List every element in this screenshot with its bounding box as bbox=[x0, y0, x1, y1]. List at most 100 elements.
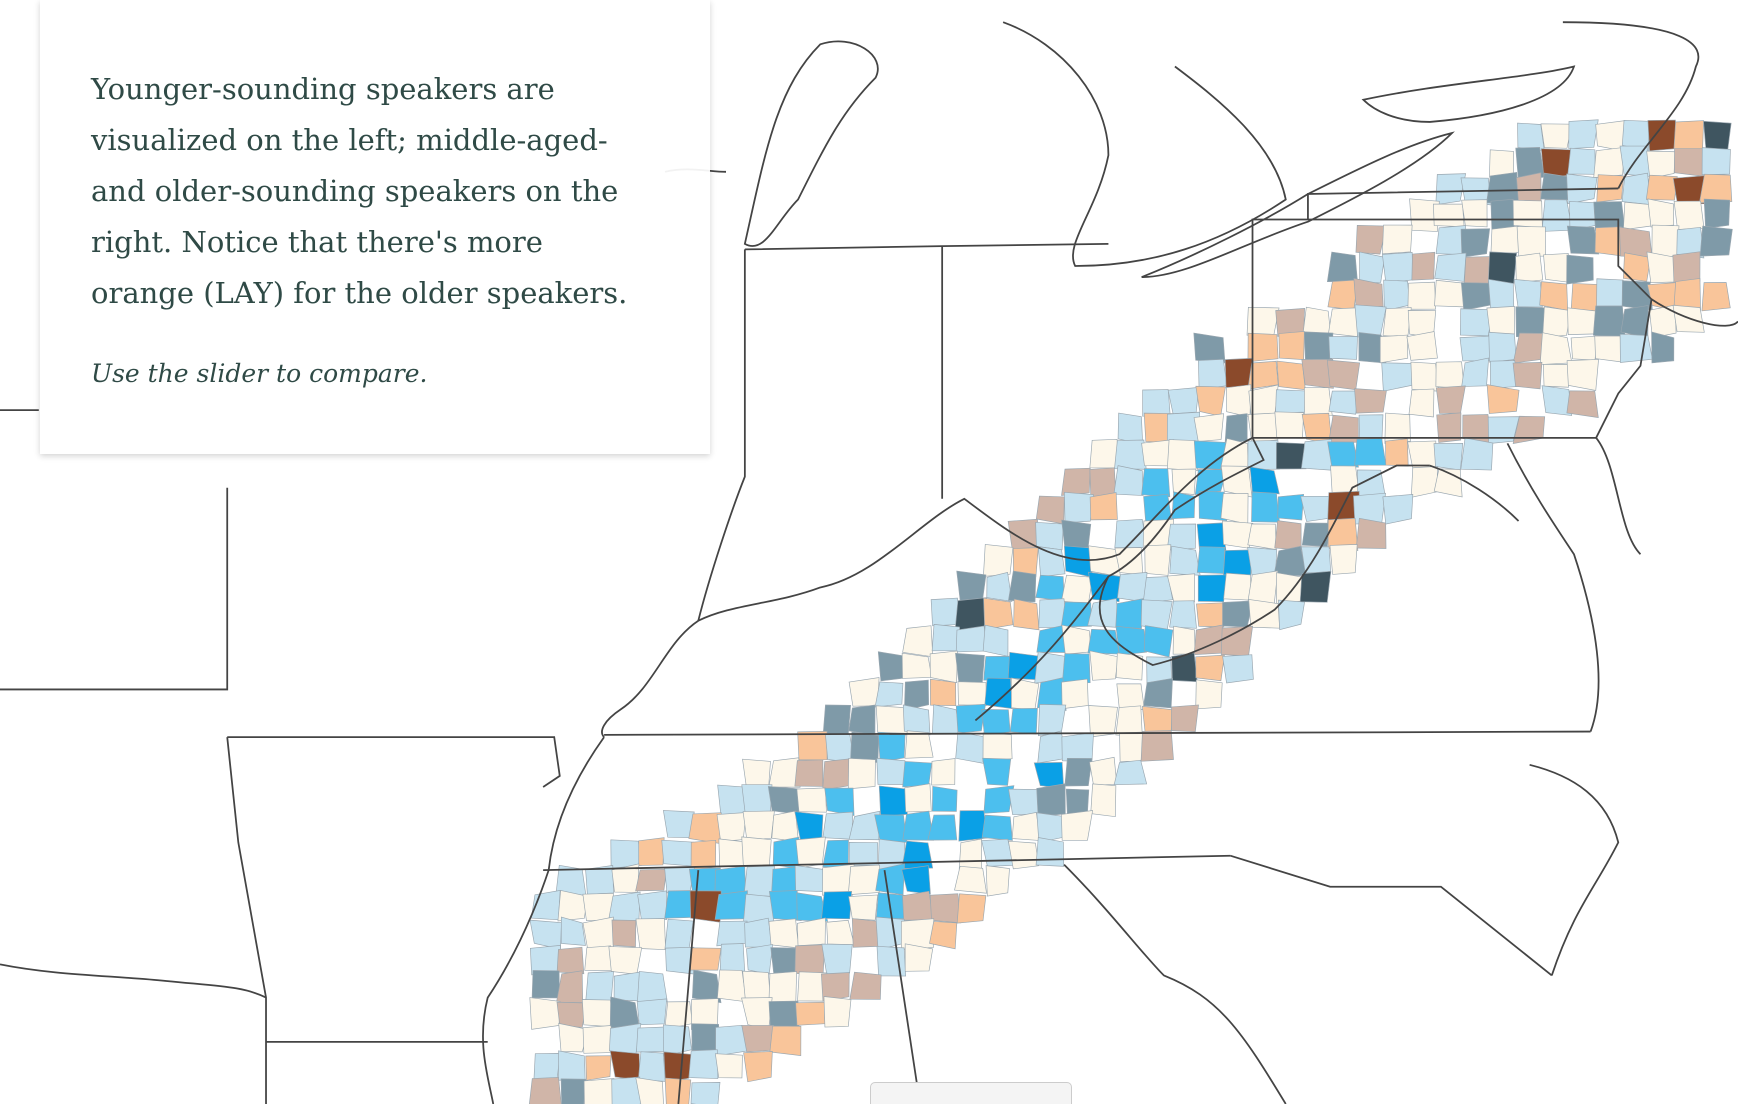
county bbox=[983, 544, 1014, 577]
ohio-river bbox=[601, 437, 1253, 738]
county bbox=[797, 917, 826, 946]
county bbox=[1064, 491, 1094, 524]
county bbox=[664, 918, 694, 950]
lake-erie bbox=[1141, 131, 1455, 278]
county bbox=[531, 970, 560, 999]
county bbox=[1061, 732, 1094, 762]
county bbox=[903, 679, 929, 711]
county bbox=[1383, 279, 1411, 312]
county bbox=[688, 812, 722, 844]
county bbox=[1062, 653, 1091, 684]
county bbox=[1328, 414, 1359, 445]
county bbox=[1490, 198, 1515, 230]
county bbox=[1672, 251, 1701, 284]
county bbox=[1172, 625, 1196, 655]
county bbox=[1144, 544, 1172, 576]
county bbox=[583, 1078, 615, 1104]
county bbox=[1065, 788, 1090, 815]
county bbox=[716, 920, 748, 947]
county bbox=[1119, 731, 1144, 762]
panel-body: Younger-sounding speakers are visualized… bbox=[91, 72, 628, 310]
county bbox=[1198, 358, 1228, 390]
county bbox=[741, 997, 773, 1030]
county bbox=[609, 996, 640, 1030]
county bbox=[767, 786, 800, 815]
county bbox=[824, 787, 855, 816]
county bbox=[1276, 360, 1306, 391]
county bbox=[1224, 413, 1248, 443]
county bbox=[1487, 251, 1517, 285]
county bbox=[1143, 625, 1174, 658]
county bbox=[956, 893, 987, 924]
county bbox=[1703, 198, 1731, 229]
county bbox=[875, 916, 905, 951]
county bbox=[1353, 277, 1384, 310]
county bbox=[1460, 437, 1494, 471]
county bbox=[1222, 549, 1252, 577]
county bbox=[1516, 172, 1542, 205]
tn-south bbox=[543, 854, 1231, 872]
county bbox=[848, 704, 876, 736]
county bbox=[1620, 305, 1649, 339]
county bbox=[1382, 307, 1412, 338]
ga-sc bbox=[1063, 863, 1287, 1104]
lake-huron bbox=[1002, 21, 1287, 267]
county bbox=[1649, 304, 1677, 339]
county bbox=[1463, 256, 1493, 285]
county bbox=[929, 921, 958, 950]
county bbox=[1195, 654, 1225, 682]
county bbox=[1304, 387, 1333, 417]
county bbox=[529, 919, 562, 950]
county bbox=[1036, 783, 1066, 817]
county bbox=[741, 1025, 775, 1053]
county bbox=[691, 969, 722, 1004]
county bbox=[1699, 173, 1733, 204]
county bbox=[1570, 335, 1599, 361]
county bbox=[902, 890, 934, 921]
county bbox=[560, 1078, 587, 1104]
county bbox=[1222, 600, 1254, 628]
county bbox=[878, 785, 908, 817]
county bbox=[1329, 544, 1358, 575]
county bbox=[1676, 226, 1705, 259]
county bbox=[849, 971, 882, 1000]
county bbox=[1382, 224, 1413, 255]
county bbox=[558, 1022, 589, 1053]
county bbox=[1275, 389, 1306, 414]
county bbox=[1113, 759, 1148, 786]
county bbox=[1539, 281, 1569, 311]
county bbox=[556, 1001, 587, 1028]
wv bbox=[1098, 437, 1430, 666]
county bbox=[689, 947, 722, 971]
county bbox=[1406, 331, 1438, 361]
county bbox=[557, 890, 589, 922]
county bbox=[1193, 332, 1226, 364]
panel-hint: Use the slider to compare. bbox=[91, 359, 428, 388]
county bbox=[955, 731, 984, 764]
lake-ontario bbox=[1361, 65, 1576, 123]
county bbox=[1167, 387, 1200, 415]
county bbox=[902, 625, 934, 658]
county bbox=[1566, 254, 1594, 285]
county bbox=[1699, 225, 1733, 257]
county bbox=[1299, 570, 1332, 603]
mississippi-river bbox=[482, 736, 605, 1104]
mo bbox=[0, 487, 561, 788]
county bbox=[1379, 334, 1409, 364]
county bbox=[1488, 278, 1515, 312]
county bbox=[1251, 491, 1280, 523]
county bbox=[1516, 226, 1546, 257]
county bbox=[1013, 598, 1040, 631]
county bbox=[795, 1001, 826, 1026]
county bbox=[1008, 570, 1037, 603]
county bbox=[1143, 677, 1173, 709]
county bbox=[1460, 282, 1492, 311]
va-nc-coast bbox=[1506, 437, 1642, 976]
compare-button[interactable] bbox=[870, 1082, 1072, 1104]
county bbox=[1539, 332, 1573, 365]
county bbox=[1433, 203, 1465, 228]
county bbox=[717, 969, 747, 1003]
county bbox=[794, 759, 824, 787]
county bbox=[743, 893, 775, 923]
county bbox=[768, 890, 802, 921]
